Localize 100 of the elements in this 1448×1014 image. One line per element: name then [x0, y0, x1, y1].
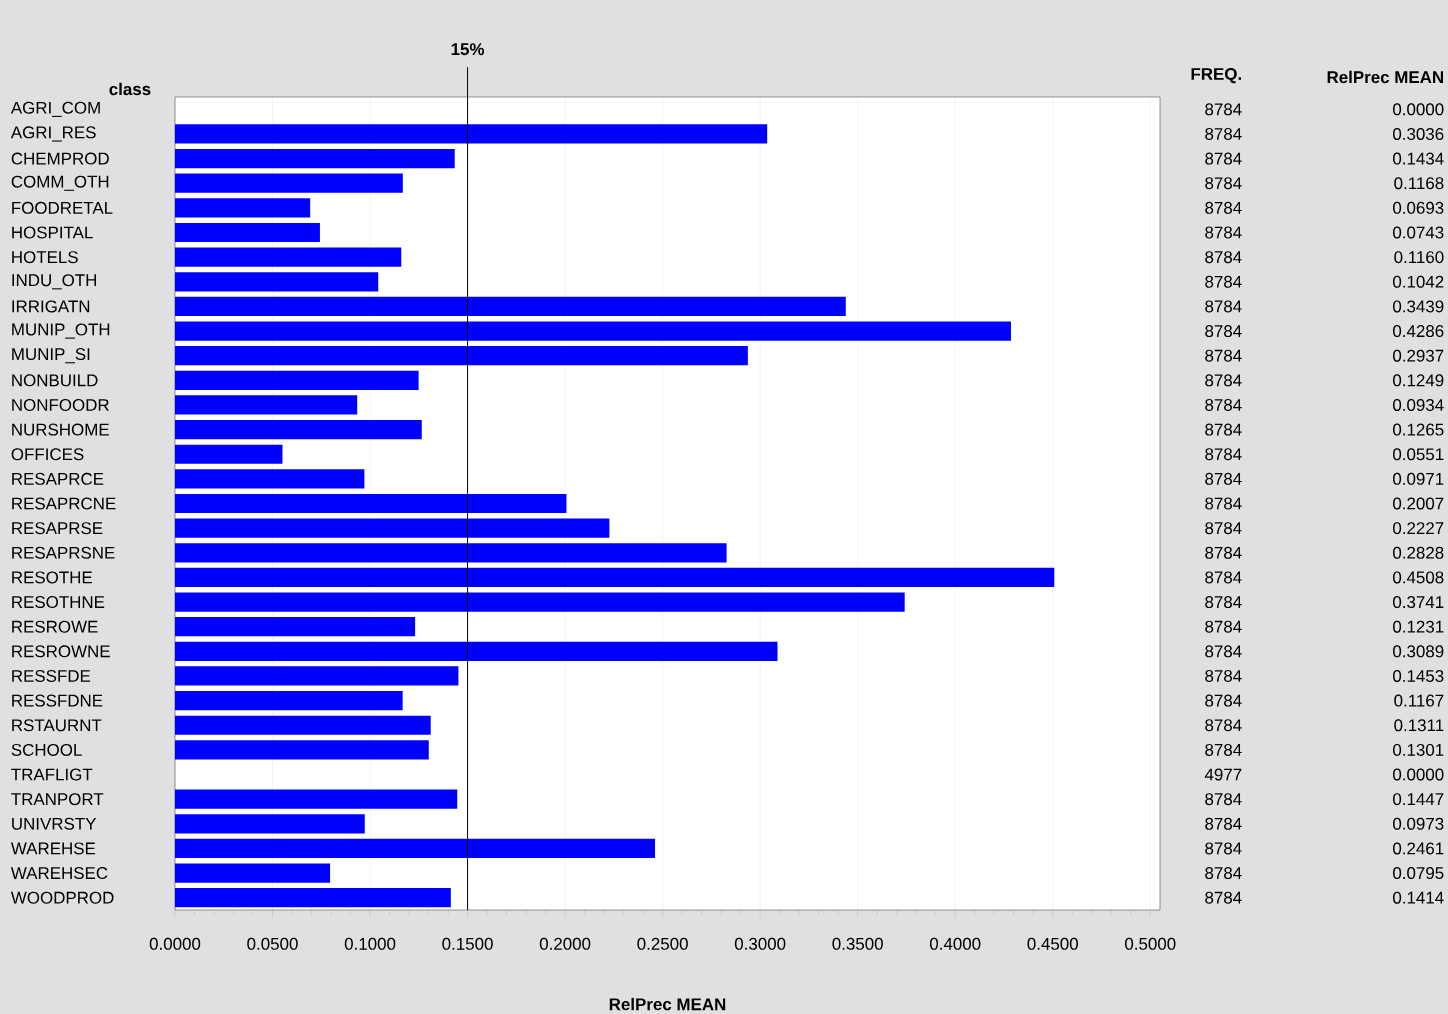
y-tick-label: RESAPRSNE: [12, 546, 115, 559]
data-label: 0.1265: [1393, 423, 1444, 436]
y-tick-label: WOODPROD: [10, 891, 114, 904]
data-label: 0.3439: [1393, 300, 1444, 313]
text: 8784: [1205, 793, 1242, 806]
y-tick-label: FOODRETAL: [12, 201, 113, 214]
y-tick-label: OFFICES: [11, 448, 84, 461]
y-tick-label: HOTELS: [12, 251, 78, 264]
data-label: 0.1414: [1393, 891, 1444, 904]
bar: [175, 518, 610, 538]
y-tick-label: WAREHSE: [10, 842, 96, 855]
bar: [175, 814, 365, 834]
text: 8784: [1205, 374, 1242, 387]
ref-line-label: 15%: [451, 43, 485, 56]
text: 8784: [1205, 300, 1242, 313]
data-label: 0.1453: [1393, 669, 1444, 682]
data-label: 0.0000: [1393, 768, 1444, 781]
data-label: 0.1231: [1393, 620, 1444, 633]
bar: [175, 863, 331, 883]
y-tick-label: MUNIP_OTH: [12, 323, 110, 339]
bar: [175, 543, 727, 563]
text: 8784: [1205, 472, 1242, 485]
bar: [175, 321, 1011, 341]
y-tick-label: COMM_OTH: [11, 175, 109, 191]
y-tick-label: IRRIGATN: [12, 300, 90, 313]
text: 8784: [1205, 842, 1242, 855]
y-tick-label: MUNIP_SI: [12, 348, 90, 364]
y-tick-label: HOSPITAL: [12, 226, 93, 239]
x-tick-label: 0.2500: [637, 937, 688, 950]
data-label: 0.1434: [1393, 152, 1444, 165]
text: 4977: [1204, 768, 1242, 781]
data-label: 0.0693: [1393, 201, 1444, 214]
x-tick-label: 0.1000: [344, 937, 396, 950]
text: 8784: [1205, 719, 1242, 732]
bar: [175, 444, 283, 464]
bar: [175, 124, 768, 144]
y-tick-label: RESOTHNE: [12, 596, 105, 609]
text: FREQ.: [1191, 68, 1242, 84]
x-tick-label: 0.3000: [734, 937, 786, 950]
text: 8784: [1205, 596, 1242, 609]
text: 8784: [1205, 694, 1242, 707]
data-label: 0.0743: [1393, 226, 1444, 239]
bar: [175, 419, 422, 440]
bar: [175, 173, 403, 193]
text: 8784: [1205, 103, 1242, 116]
data-label: 0.4286: [1393, 325, 1444, 338]
bar: [175, 296, 846, 317]
data-label: 0.2828: [1393, 546, 1444, 559]
y-tick-label: INDU_OTH: [12, 274, 97, 290]
bar: [175, 493, 567, 514]
bar: [175, 148, 455, 169]
text: 8784: [1205, 571, 1242, 584]
text: 8784: [1205, 867, 1242, 880]
bar: [175, 666, 459, 686]
x-tick-label: 0.1500: [442, 937, 493, 950]
y-tick-label: TRAFLIGT: [11, 768, 93, 781]
data-label: 0.1167: [1394, 694, 1444, 707]
data-label: 0.0000: [1393, 103, 1444, 116]
data-label: 0.0934: [1393, 398, 1444, 411]
bar: [175, 272, 379, 292]
text: 8784: [1205, 226, 1242, 239]
data-label: 0.1447: [1393, 793, 1444, 806]
y-axis-title: class: [109, 82, 151, 96]
data-label: 0.1311: [1394, 719, 1444, 732]
text: 8784: [1205, 497, 1242, 510]
data-label: 0.1301: [1393, 743, 1444, 756]
x-tick-label: 0.0500: [247, 937, 298, 950]
data-label: 0.2227: [1393, 522, 1444, 535]
data-label: 0.4508: [1393, 571, 1444, 584]
text: 8784: [1205, 546, 1242, 559]
text: 8784: [1205, 275, 1242, 288]
y-tick-label: RESOTHE: [12, 571, 92, 584]
bar: [175, 198, 311, 218]
text: 8784: [1205, 349, 1242, 362]
y-tick-label: RESROWE: [12, 620, 98, 633]
y-tick-label: RESSFDNE: [12, 694, 103, 707]
bar: [175, 222, 320, 243]
text: 8784: [1205, 423, 1242, 436]
y-tick-label: SCHOOL: [11, 743, 82, 756]
text: 8784: [1205, 152, 1242, 165]
data-label: 0.1042: [1393, 275, 1444, 288]
text: 8784: [1205, 817, 1242, 830]
data-label: 0.3741: [1393, 596, 1444, 609]
y-tick-label: AGRI_COM: [10, 101, 100, 117]
data-label: 0.2461: [1393, 842, 1444, 855]
y-tick-label: CHEMPROD: [11, 152, 109, 165]
bar: [175, 888, 451, 908]
bar: [175, 617, 416, 637]
y-tick-label: RESAPRSE: [12, 522, 103, 535]
text: 8784: [1205, 398, 1242, 411]
text: 8784: [1205, 127, 1242, 140]
y-tick-label: UNIVRSTY: [12, 817, 97, 830]
x-tick-label: 0.3500: [832, 937, 883, 950]
text: 8784: [1205, 620, 1242, 633]
y-tick-label: TRANPORT: [11, 793, 104, 806]
text: 8784: [1205, 645, 1242, 658]
data-label: 0.1160: [1394, 251, 1444, 264]
bar: [175, 715, 431, 735]
data-label: 0.0973: [1393, 817, 1444, 830]
bar: [175, 592, 905, 612]
